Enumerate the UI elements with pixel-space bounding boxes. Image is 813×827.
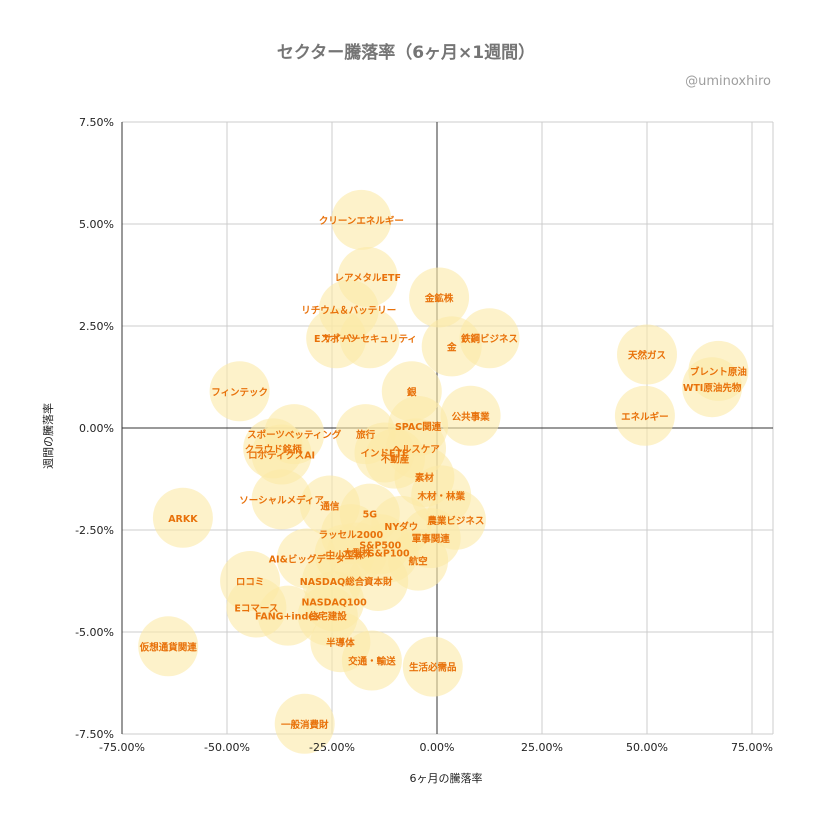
data-bubble [331, 189, 392, 250]
point-label: フィンテック [211, 387, 268, 398]
point-label: 航空 [409, 556, 429, 568]
point-label: 5G [363, 510, 378, 521]
point-label: 半導体 [326, 637, 355, 649]
data-bubble [152, 487, 213, 548]
y-tick-label: 5.00% [79, 218, 114, 231]
y-tick-label: -5.00% [75, 626, 114, 639]
point-label: 通信 [320, 501, 340, 513]
data-bubble [138, 616, 199, 677]
x-tick-label: 50.00% [626, 741, 668, 754]
point-label: AI&ビッグデータ [269, 554, 345, 566]
y-tick-label: 2.50% [79, 320, 114, 333]
x-tick-label: 0.00% [420, 741, 455, 754]
point-label: ヘルスケア [392, 444, 440, 455]
point-label: NASDAQ100 [301, 597, 367, 608]
point-label: エネルギー [621, 411, 669, 423]
point-label: 軍事関連 [412, 533, 451, 545]
point-label: インドETF [361, 448, 409, 459]
point-label: 鉄鋼ビジネス [461, 333, 518, 345]
point-label: 不動産 [381, 454, 410, 466]
y-tick-label: -2.50% [75, 524, 114, 537]
data-bubble [617, 324, 677, 385]
point-label: ブレント原油 [690, 366, 747, 378]
point-label: 農業ビジネス [427, 515, 484, 527]
bubbles [138, 189, 749, 754]
point-label: 中小型株 [326, 549, 365, 561]
point-label: ロコミ [236, 577, 265, 588]
point-label: 一般消費財 [281, 719, 329, 731]
point-label: WTI原油先物 [683, 382, 742, 394]
tick-labels: -75.00% -50.00% -25.00% 0.00% 25.00% 50.00% 75… [75, 116, 773, 754]
point-label: クラウド銘柄 [245, 443, 303, 455]
data-bubble [209, 361, 270, 422]
point-label: レアメタルETF [334, 272, 400, 284]
chart-title: セクター騰落率（6ヶ月×1週間） [277, 42, 535, 63]
point-label: 公共事業 [452, 411, 491, 423]
data-bubble [341, 630, 402, 691]
y-tick-label: 0.00% [79, 422, 114, 435]
point-label: ロボティクスAI [248, 450, 315, 462]
x-tick-label: -50.00% [204, 741, 250, 754]
data-bubble [682, 357, 743, 418]
y-tick-label: 7.50% [79, 116, 114, 129]
data-bubble [409, 267, 470, 328]
y-axis-label: 週間の騰落率 [41, 403, 55, 469]
point-label: スポーツベッティング [247, 429, 342, 441]
point-label: 仮想通貨関連 [139, 641, 198, 653]
point-label: NYダウ [384, 521, 418, 533]
point-label: 資本財 [364, 576, 393, 588]
point-label: S&P500 [359, 540, 401, 551]
point-label: 大型株 [343, 547, 372, 559]
data-bubble [614, 385, 675, 446]
point-label: 金鉱株 [424, 292, 454, 304]
point-label: 交通・輸送 [348, 656, 396, 668]
point-label: 天然ガス [628, 350, 666, 362]
point-label: クリーンエネルギー [319, 215, 404, 227]
data-bubble [339, 308, 400, 369]
point-label: 金 [446, 341, 457, 353]
point-label: ARKK [168, 514, 198, 525]
point-label: Eコマース [234, 604, 278, 615]
point-label: NASDAQ総合 [300, 576, 365, 588]
point-label: 住宅建設 [309, 611, 348, 623]
point-label: ソーシャルメディア [239, 494, 324, 506]
data-bubble [421, 316, 482, 377]
point-label: 銀 [407, 386, 417, 398]
x-tick-label: -75.00% [99, 741, 145, 754]
point-label: ラッセル2000 [319, 530, 384, 541]
point-label: SPAC関連 [395, 421, 442, 433]
point-label: FANG+index [255, 612, 321, 623]
point-label: 生活必需品 [409, 662, 457, 674]
point-label: サイバーセキュリティ [323, 333, 417, 345]
data-bubble [251, 424, 312, 485]
x-tick-label: 75.00% [731, 741, 773, 754]
chart-credit: @uminoxhiro [685, 74, 771, 89]
point-label: 素材 [414, 472, 435, 484]
x-axis-label: 6ヶ月の騰落率 [410, 771, 483, 785]
data-bubble [402, 636, 463, 697]
data-bubble [440, 385, 501, 446]
point-label: 木材・林業 [416, 490, 465, 502]
point-label: 旅行 [356, 429, 376, 441]
x-tick-label: 25.00% [521, 741, 563, 754]
data-bubble [251, 469, 312, 530]
y-tick-label: -7.50% [75, 728, 114, 741]
point-label: S&P100 [368, 548, 410, 559]
data-bubble [274, 693, 335, 754]
x-tick-label: -25.00% [309, 741, 355, 754]
point-label: Eスポーツ [314, 333, 358, 345]
point-label: リチウム＆バッテリー [301, 305, 396, 317]
